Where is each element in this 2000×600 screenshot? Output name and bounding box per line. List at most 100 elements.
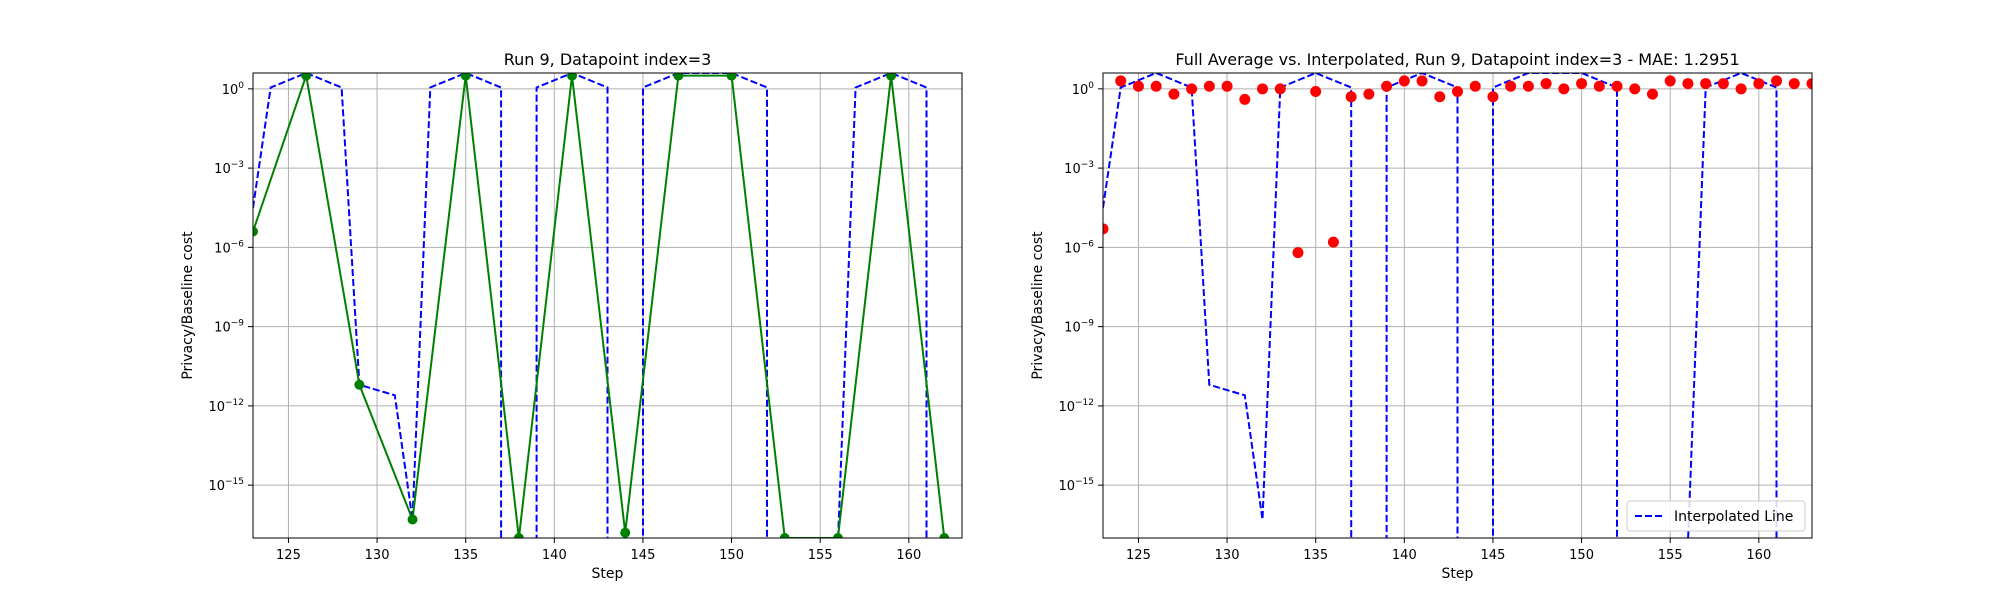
- x-tick-label: 130: [365, 548, 390, 563]
- data-point: [1806, 78, 1812, 90]
- x-tick-label: 155: [808, 548, 833, 563]
- x-tick-label: 155: [1658, 548, 1683, 563]
- data-point: [1150, 80, 1162, 92]
- data-point: [1363, 88, 1375, 100]
- legend: Interpolated Line: [1626, 500, 1806, 532]
- data-point: [1257, 83, 1269, 95]
- y-axis-label: Privacy/Baseline cost: [180, 231, 196, 380]
- data-point: [1540, 78, 1552, 90]
- data-point: [460, 73, 471, 81]
- data-point: [1664, 75, 1676, 87]
- plot-frame: [1102, 72, 1813, 539]
- series-line-dashed: [1103, 73, 1778, 538]
- x-tick-label: 160: [1746, 548, 1771, 563]
- y-tick-label: 100: [1072, 81, 1095, 98]
- x-tick-label: 125: [276, 548, 301, 563]
- right-chart-panel: 125 130 135 140 145 150 155 160 100 10−3 10−6 10−9 1…: [1030, 50, 1813, 582]
- data-point: [939, 533, 950, 538]
- data-point: [1487, 91, 1499, 103]
- data-point: [1381, 80, 1393, 92]
- data-point: [1646, 88, 1658, 100]
- data-point: [1239, 93, 1251, 105]
- data-point: [886, 73, 897, 81]
- x-axis-label: Step: [592, 566, 624, 582]
- data-point: [1274, 83, 1286, 95]
- x-tick-label: 140: [1392, 548, 1417, 563]
- y-tick-label: 10−6: [214, 239, 244, 256]
- data-point: [567, 73, 578, 81]
- data-point: [1522, 80, 1534, 92]
- x-tick-label: 145: [631, 548, 656, 563]
- data-point: [1115, 75, 1127, 87]
- y-tick-label: 10−12: [1058, 398, 1094, 415]
- data-point: [407, 514, 418, 525]
- data-point: [1505, 80, 1517, 92]
- data-point: [726, 73, 737, 81]
- data-point: [1611, 80, 1623, 92]
- data-point: [779, 533, 790, 538]
- data-point: [1434, 91, 1446, 103]
- chart-title: Run 9, Datapoint index=3: [504, 50, 712, 69]
- data-point: [513, 533, 524, 538]
- data-point: [673, 73, 684, 81]
- x-tick-label: 145: [1481, 548, 1506, 563]
- data-point: [1753, 78, 1765, 90]
- plot-frame: [252, 72, 963, 539]
- legend-box: [1626, 500, 1806, 532]
- x-tick-label: 130: [1215, 548, 1240, 563]
- data-point: [354, 379, 365, 390]
- data-point: [1771, 75, 1783, 87]
- data-point: [1717, 78, 1729, 90]
- y-tick-label: 10−15: [208, 477, 244, 494]
- data-point: [1788, 78, 1800, 90]
- data-point: [1221, 80, 1233, 92]
- data-point: [1576, 78, 1588, 90]
- data-point: [1103, 223, 1109, 235]
- x-tick-label: 160: [896, 548, 921, 563]
- y-tick-label: 10−15: [1058, 477, 1094, 494]
- data-point: [1629, 83, 1641, 95]
- data-point: [1292, 247, 1304, 259]
- y-tick-label: 10−12: [208, 398, 244, 415]
- data-point: [1132, 80, 1144, 92]
- series-line-solid: [253, 74, 946, 538]
- data-point: [1203, 80, 1215, 92]
- x-tick-label: 150: [719, 548, 744, 563]
- y-tick-label: 10−3: [1064, 160, 1094, 177]
- data-point: [1327, 236, 1339, 248]
- data-point: [1416, 75, 1428, 87]
- data-point: [1186, 83, 1198, 95]
- data-point: [1469, 80, 1481, 92]
- series-line-dashed: [253, 73, 928, 538]
- chart-title: Full Average vs. Interpolated, Run 9, Da…: [1175, 50, 1739, 69]
- data-point: [1735, 83, 1747, 95]
- data-point: [253, 226, 258, 237]
- x-tick-label: 135: [1303, 548, 1328, 563]
- data-point: [1700, 78, 1712, 90]
- y-tick-label: 100: [222, 81, 245, 98]
- x-tick-label: 150: [1569, 548, 1594, 563]
- data-point: [301, 73, 312, 81]
- x-tick-label: 135: [453, 548, 478, 563]
- x-axis-label: Step: [1442, 566, 1474, 582]
- data-point: [1558, 83, 1570, 95]
- x-tick-label: 125: [1126, 548, 1151, 563]
- y-tick-label: 10−3: [214, 160, 244, 177]
- data-point: [1310, 85, 1322, 97]
- y-tick-label: 10−6: [1064, 239, 1094, 256]
- y-tick-label: 10−9: [214, 319, 244, 336]
- legend-label: Interpolated Line: [1674, 509, 1793, 525]
- data-point: [620, 527, 631, 538]
- data-point: [1398, 75, 1410, 87]
- data-point: [1345, 91, 1357, 103]
- data-point: [1682, 78, 1694, 90]
- y-axis-label: Privacy/Baseline cost: [1030, 231, 1046, 380]
- x-tick-label: 140: [542, 548, 567, 563]
- left-chart-panel: 125 130 135 140 145 150 155 160 100 10−3 10−6 10−9 1…: [180, 50, 963, 582]
- y-tick-label: 10−9: [1064, 319, 1094, 336]
- data-point: [1452, 85, 1463, 97]
- data-point: [1593, 80, 1605, 92]
- data-point: [1168, 88, 1180, 100]
- data-point: [832, 533, 843, 538]
